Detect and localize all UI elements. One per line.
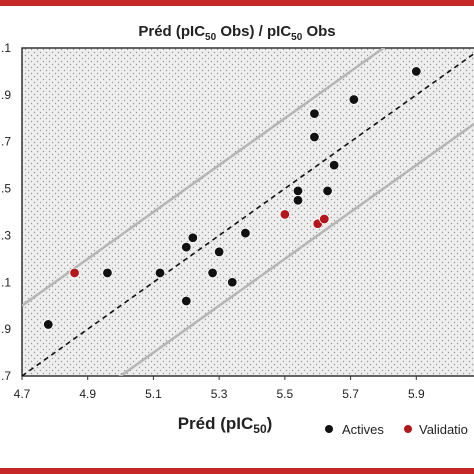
y-tick-label: .5 [1,182,11,196]
lower-bound-line [118,122,474,376]
point-actives [102,267,113,279]
point-actives [348,94,360,105]
data-points [43,66,422,330]
x-tick-label: 5.3 [211,387,228,401]
point-actives [187,232,199,243]
point-actives [411,66,422,77]
x-tick-label: 5.9 [408,387,425,401]
y-tick-label: .9 [1,88,11,102]
legend-label-actives: Actives [342,422,384,437]
y-axis-ticks: .7 .9 .1 .3 .5 .7 .9 .1 [1,41,11,383]
upper-bound-line [22,48,386,307]
point-validation [69,267,80,279]
x-tick-label: 4.7 [14,387,31,401]
x-axis-label: Préd (pIC50) [178,414,273,436]
x-tick-label: 5.5 [277,387,294,401]
point-actives [207,267,218,279]
identity-line-group [22,52,474,376]
bound-lines [22,48,474,376]
legend-label-validation: Validatio [419,422,468,437]
y-tick-label: .3 [1,228,11,242]
point-actives [213,246,225,258]
y-tick-label: .7 [1,135,11,149]
point-actives [328,159,340,171]
point-actives [292,185,304,197]
point-actives [322,185,333,197]
point-validation [279,209,291,220]
legend-marker-actives [325,425,333,433]
x-tick-label: 4.9 [79,387,96,401]
point-actives [309,108,320,119]
y-tick-label: .9 [1,322,11,336]
y-tick-label: .1 [1,41,11,55]
chart-title: Préd (pIC50 Obs) / pIC50 Obs [138,23,335,43]
point-actives [227,277,238,288]
legend: Actives Validatio [325,422,468,437]
legend-marker-validation [404,425,412,433]
y-tick-label: .1 [1,275,11,289]
point-validation [319,213,330,225]
point-actives [43,319,54,330]
identity-line [22,52,474,376]
point-actives [181,241,192,253]
x-axis-ticks: 4.7 4.9 5.1 5.3 5.5 5.7 5.9 [14,376,425,401]
point-actives [309,131,320,143]
point-actives [181,295,192,307]
point-actives [154,267,166,279]
point-actives [292,195,304,206]
x-tick-label: 5.7 [342,387,359,401]
x-tick-label: 5.1 [145,387,162,401]
y-tick-label: .7 [1,369,11,383]
point-actives [240,227,251,239]
